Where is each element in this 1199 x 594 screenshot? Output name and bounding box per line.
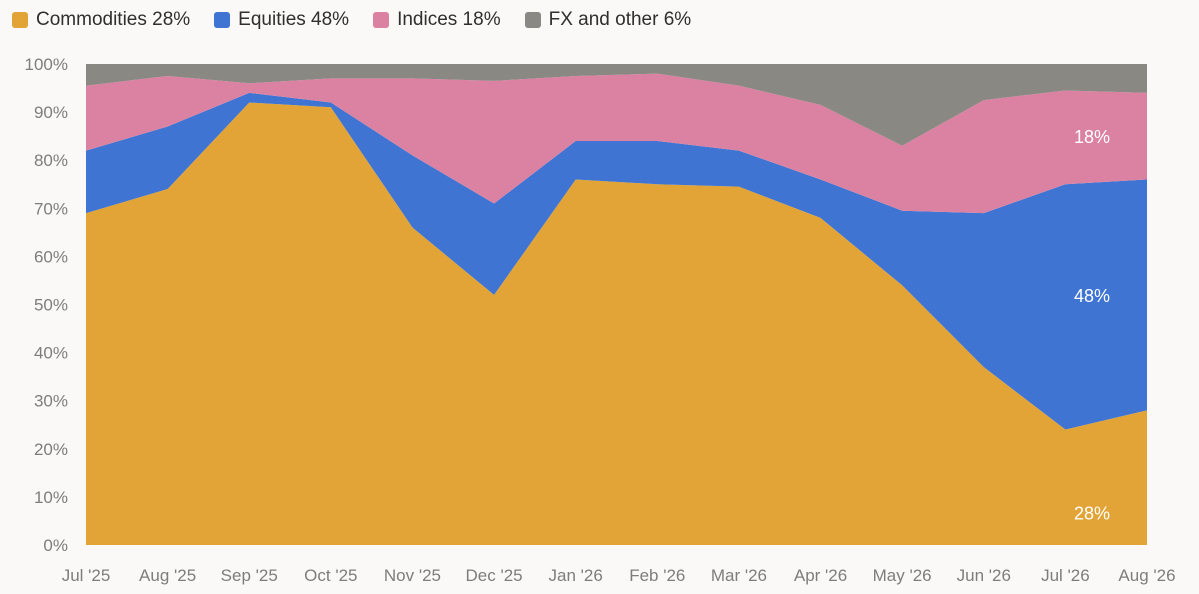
x-tick-label: Mar '26 xyxy=(711,566,767,585)
y-tick-label: 30% xyxy=(34,392,68,411)
area-equities xyxy=(86,92,1147,430)
y-tick-label: 50% xyxy=(34,296,68,315)
x-tick-label: Aug '26 xyxy=(1118,566,1175,585)
area-commodities xyxy=(86,102,1147,545)
y-tick-label: 60% xyxy=(34,247,68,266)
data-label-commodities: 28% xyxy=(1074,504,1110,524)
y-axis: 0% 10% 20% 30% 40% 50% 60% 70% 80% 90% 100% xyxy=(25,55,68,555)
y-tick-label: 10% xyxy=(34,488,68,507)
x-tick-label: Jan '26 xyxy=(549,566,603,585)
data-labels: 28% 48% 18% xyxy=(1074,127,1110,524)
legend-item-fx-other[interactable]: FX and other 6% xyxy=(524,9,692,31)
x-tick-label: Aug '25 xyxy=(139,566,196,585)
legend-label-commodities: Commodities 28% xyxy=(36,9,191,30)
y-tick-label: 0% xyxy=(43,536,68,555)
x-tick-label: Sep '25 xyxy=(221,566,278,585)
x-tick-label: Oct '25 xyxy=(304,566,357,585)
y-tick-label: 90% xyxy=(34,103,68,122)
x-tick-label: Nov '25 xyxy=(384,566,441,585)
area-fx-and-other xyxy=(86,64,1147,146)
chart-legend: Commodities 28% Equities 48% Indices 18%… xyxy=(12,9,691,31)
x-tick-label: Feb '26 xyxy=(629,566,685,585)
x-tick-label: May '26 xyxy=(873,566,932,585)
legend-item-commodities[interactable]: Commodities 28% xyxy=(12,9,190,31)
x-tick-label: Apr '26 xyxy=(794,566,847,585)
x-axis: Jul '25 Aug '25 Sep '25 Oct '25 Nov '25 Dec '… xyxy=(62,566,1176,585)
x-tick-label: Jul '25 xyxy=(62,566,111,585)
y-tick-label: 80% xyxy=(34,151,68,170)
legend-label-fx-other: FX and other 6% xyxy=(548,9,692,30)
y-tick-label: 40% xyxy=(34,344,68,363)
legend-label-indices: Indices 18% xyxy=(397,9,501,30)
legend-swatch-indices xyxy=(373,12,390,28)
data-label-equities: 48% xyxy=(1074,286,1110,306)
y-tick-label: 20% xyxy=(34,440,68,459)
data-label-indices: 18% xyxy=(1074,127,1110,147)
legend-label-equities: Equities 48% xyxy=(238,9,350,30)
x-tick-label: Jul '26 xyxy=(1041,566,1090,585)
legend-item-indices[interactable]: Indices 18% xyxy=(373,9,501,31)
legend-swatch-fx-other xyxy=(524,12,541,28)
legend-swatch-equities xyxy=(214,12,231,28)
x-tick-label: Dec '25 xyxy=(466,566,523,585)
legend-item-equities[interactable]: Equities 48% xyxy=(214,9,349,31)
area-indices xyxy=(86,73,1147,214)
y-tick-label: 70% xyxy=(34,199,68,218)
y-tick-label: 100% xyxy=(25,55,68,74)
area-layers xyxy=(86,64,1147,545)
legend-swatch-commodities xyxy=(12,12,28,28)
x-tick-label: Jun '26 xyxy=(957,566,1011,585)
